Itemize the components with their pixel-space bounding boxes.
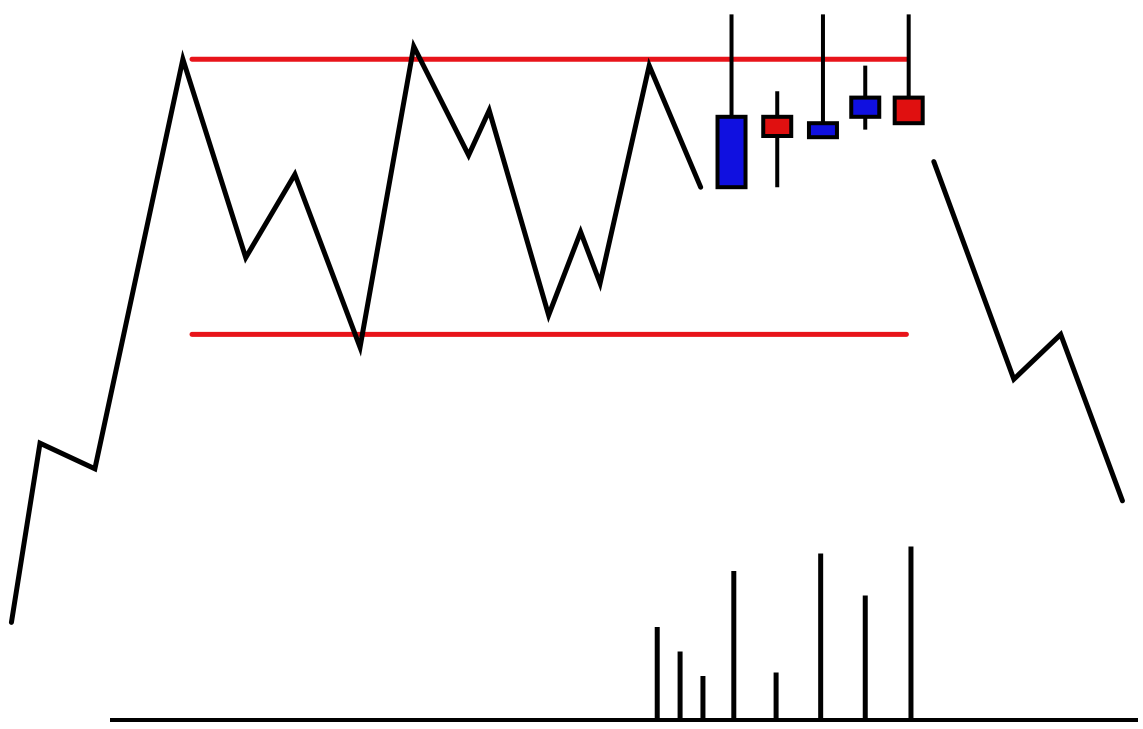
price-layer bbox=[8, 38, 1125, 625]
volume-layer bbox=[654, 546, 914, 718]
candle-body-4 bbox=[849, 95, 882, 119]
candle-body-2 bbox=[761, 114, 794, 139]
levels-layer bbox=[189, 56, 909, 337]
price-line-after bbox=[931, 159, 1125, 504]
candle-body-1 bbox=[715, 114, 748, 190]
candle-body-5 bbox=[892, 95, 925, 126]
price-line-before bbox=[8, 38, 704, 625]
candles-layer bbox=[715, 14, 925, 190]
candle-body-3 bbox=[806, 121, 839, 140]
